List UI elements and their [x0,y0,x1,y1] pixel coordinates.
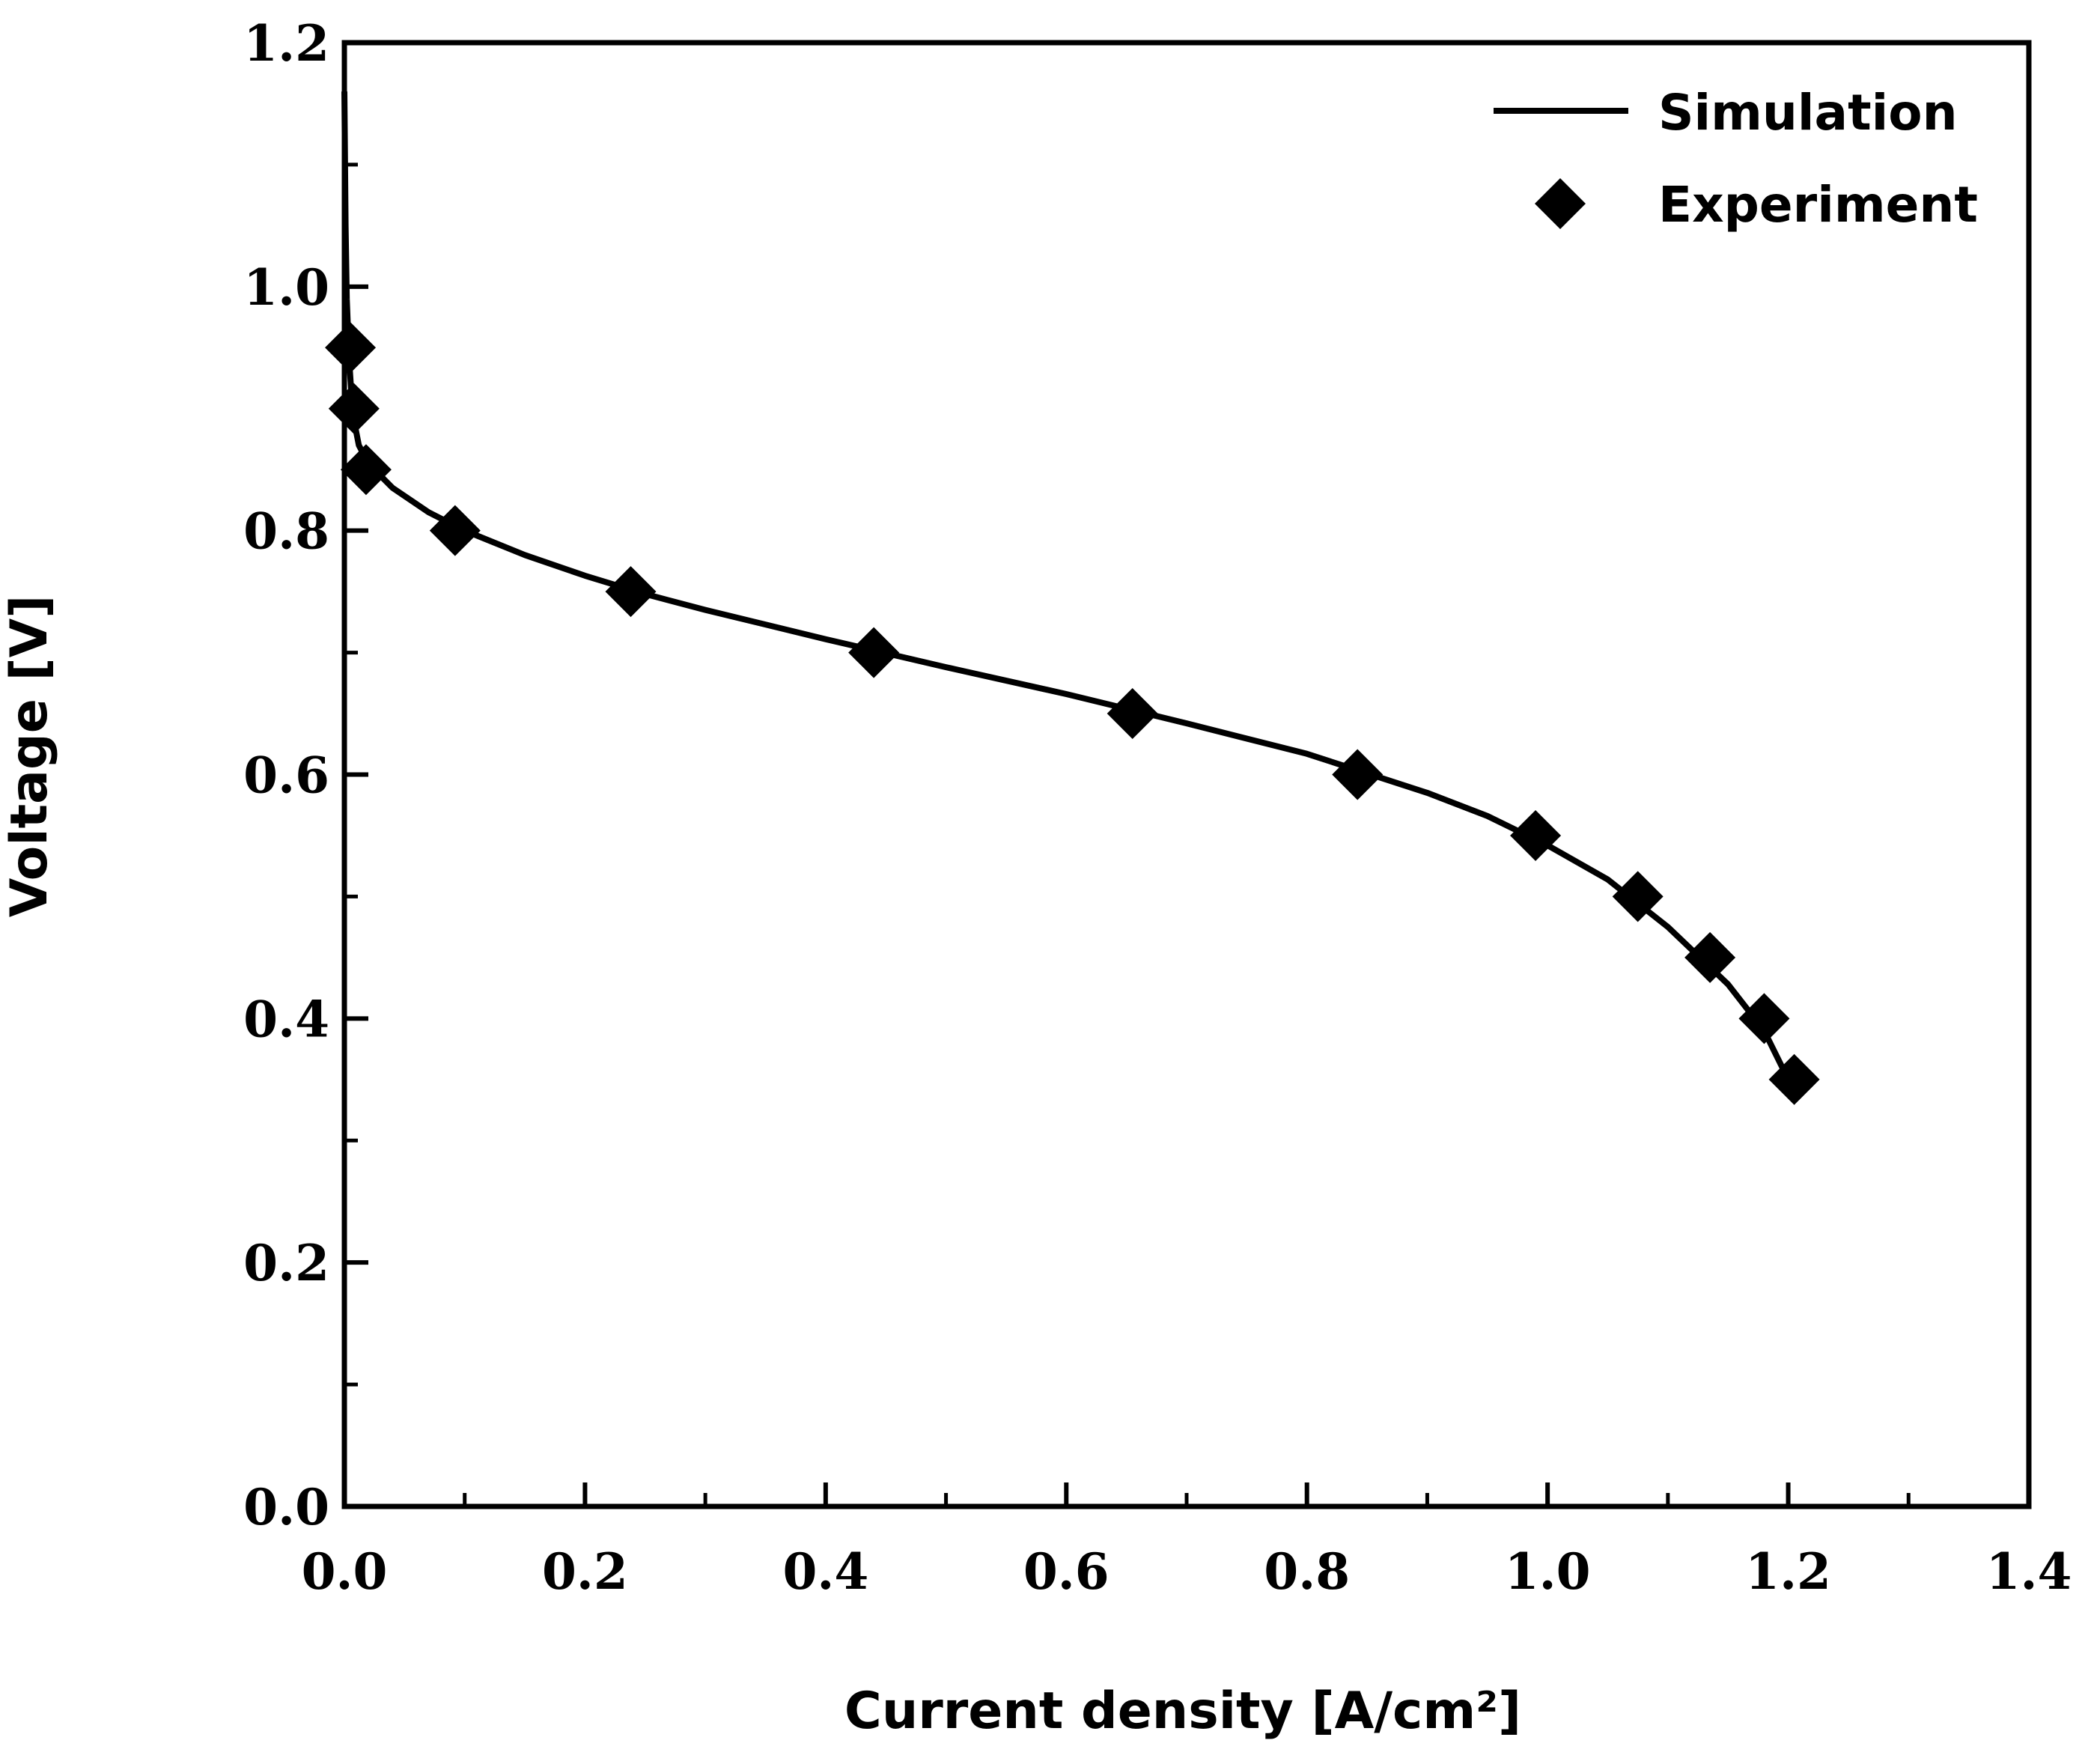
experiment-point [1107,688,1158,740]
legend-diamond-swatch [1535,178,1586,229]
y-tick-label: 0.4 [243,990,329,1048]
x-tick-label: 1.4 [1986,1542,2072,1601]
legend-label-experiment: Experiment [1658,176,1978,234]
plot-series [325,91,1820,1105]
x-tick-label: 0.0 [302,1542,388,1601]
experiment-point [328,383,380,434]
x-tick-label: 1.0 [1505,1542,1591,1601]
y-tick-label: 0.0 [243,1478,329,1536]
experiment-point [1684,931,1736,983]
axis-ticks [342,40,2031,1509]
plot-frame [341,40,2032,1509]
x-tick-label: 0.6 [1023,1542,1110,1601]
x-tick-label: 1.2 [1745,1542,1831,1601]
experiment-point [1738,993,1790,1044]
x-axis-title: Current density [A/cm²] [844,1682,1521,1741]
y-tick-label: 1.2 [243,14,329,73]
experiment-point [605,566,657,618]
y-tick-label: 0.8 [243,502,329,561]
experiment-point [1332,749,1384,800]
x-tick-label: 0.8 [1264,1542,1350,1601]
y-tick-label: 0.6 [243,746,329,805]
experiment-point [340,444,392,496]
experiment-point [1510,809,1562,861]
experiment-point [429,505,481,556]
y-axis-title: Voltage [V] [0,595,59,918]
experiment-point [325,322,377,374]
experiment-point [1768,1053,1820,1105]
x-tick-label: 0.2 [542,1542,628,1601]
y-tick-label: 1.0 [243,258,329,317]
experiment-point [848,627,900,678]
legend: Simulation Experiment [1494,84,1978,234]
simulation-line [341,91,1792,1081]
y-tick-label: 0.2 [243,1234,329,1292]
experiment-point [1612,871,1664,922]
legend-label-simulation: Simulation [1658,84,1958,142]
x-tick-label: 0.4 [782,1542,868,1601]
